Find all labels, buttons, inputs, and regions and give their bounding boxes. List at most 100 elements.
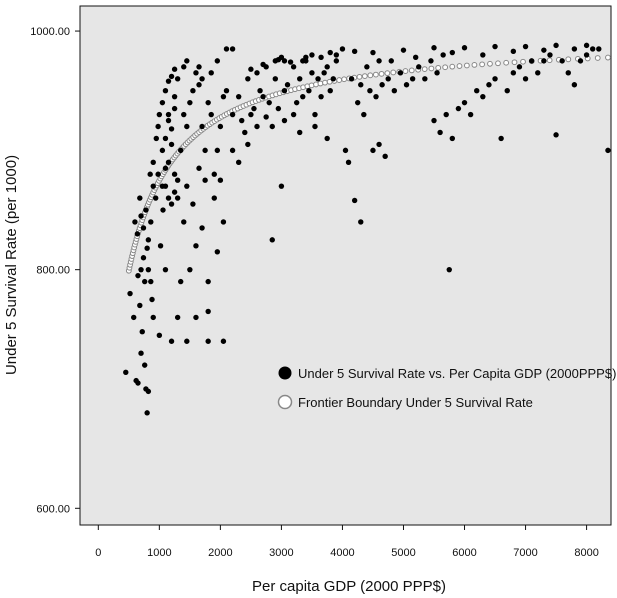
data-point-67 <box>187 266 193 273</box>
frontier-point-133 <box>546 57 553 64</box>
data-point-103 <box>281 88 288 94</box>
data-point-194 <box>541 47 547 53</box>
data-point-224 <box>159 183 166 189</box>
data-point-223 <box>171 105 178 112</box>
x-tick-label-5: 5000 <box>391 547 415 559</box>
data-point-20 <box>150 314 156 321</box>
data-point-227 <box>168 201 175 207</box>
data-point-29 <box>150 183 156 189</box>
data-point-215 <box>297 129 303 136</box>
data-point-176 <box>583 52 590 58</box>
x-tick-label-4: 4000 <box>330 547 354 559</box>
legend-label-frontier: Frontier Boundary Under 5 Survival Rate <box>298 395 533 410</box>
data-point-70 <box>159 147 166 154</box>
data-point-79 <box>214 58 221 64</box>
data-point-142 <box>397 70 404 76</box>
data-point-68 <box>193 243 199 249</box>
data-point-180 <box>339 46 346 52</box>
data-point-178 <box>596 46 602 52</box>
frontier-point-114 <box>402 68 409 74</box>
frontier-point-102 <box>336 77 343 83</box>
data-point-212 <box>251 105 257 112</box>
data-point-209 <box>376 58 382 64</box>
data-point-106 <box>293 99 300 106</box>
data-point-13 <box>138 266 144 273</box>
data-point-82 <box>193 314 199 321</box>
data-point-229 <box>174 177 181 183</box>
frontier-point-126 <box>487 60 493 67</box>
data-point-62 <box>214 249 221 255</box>
frontier-point-106 <box>356 73 363 80</box>
data-point-218 <box>342 147 349 154</box>
data-point-238 <box>168 73 175 80</box>
data-point-155 <box>455 105 462 112</box>
data-point-127 <box>300 58 306 64</box>
data-point-234 <box>156 111 163 118</box>
data-point-239 <box>171 66 178 72</box>
data-point-189 <box>388 58 394 64</box>
data-point-25 <box>140 225 147 231</box>
data-point-226 <box>165 195 172 201</box>
x-tick-label-8: 8000 <box>574 547 598 559</box>
plot-area <box>79 5 612 526</box>
data-point-141 <box>391 88 398 94</box>
data-point-98 <box>266 99 272 106</box>
data-point-74 <box>181 64 187 70</box>
legend-label-survival: Under 5 Survival Rate vs. Per Capita GDP… <box>298 366 616 381</box>
data-point-104 <box>284 82 291 88</box>
data-point-235 <box>159 99 166 106</box>
frontier-point-121 <box>449 63 456 70</box>
data-point-128 <box>269 237 275 243</box>
data-point-135 <box>355 99 361 106</box>
frontier-point-120 <box>442 64 449 71</box>
data-point-140 <box>385 76 391 82</box>
frontier-point-129 <box>511 59 518 66</box>
data-point-23 <box>137 195 143 201</box>
data-point-219 <box>358 82 364 88</box>
data-point-39 <box>174 195 181 201</box>
data-point-36 <box>165 159 172 165</box>
data-point-136 <box>361 111 367 118</box>
data-point-83 <box>181 219 187 225</box>
x-tick-label-7: 7000 <box>513 547 537 559</box>
data-point-188 <box>583 42 590 49</box>
data-point-158 <box>474 88 480 94</box>
data-point-57 <box>184 338 190 344</box>
data-point-40 <box>178 147 184 154</box>
data-point-58 <box>205 338 211 344</box>
frontier-point-119 <box>435 64 442 71</box>
frontier-point-115 <box>408 67 415 74</box>
x-axis-title: Per capita GDP (2000 PPP$) <box>252 578 446 595</box>
data-point-183 <box>431 45 437 51</box>
data-point-99 <box>269 123 275 130</box>
data-point-143 <box>403 82 410 88</box>
data-point-51 <box>211 171 217 177</box>
data-point-34 <box>160 207 166 213</box>
frontier-point-99 <box>322 79 328 86</box>
data-point-236 <box>162 88 169 94</box>
data-point-71 <box>165 111 172 118</box>
data-point-129 <box>345 159 352 165</box>
data-point-92 <box>242 129 248 136</box>
frontier-point-111 <box>384 70 391 77</box>
frontier-point-123 <box>463 62 470 69</box>
data-point-86 <box>196 165 202 171</box>
data-point-145 <box>416 64 422 70</box>
y-tick-label-2: 1000.00 <box>30 26 70 38</box>
data-point-230 <box>153 135 159 142</box>
data-point-173 <box>565 70 571 76</box>
data-point-114 <box>318 93 324 100</box>
frontier-point-118 <box>428 65 435 72</box>
frontier-point-127 <box>495 60 501 67</box>
data-point-65 <box>174 314 181 321</box>
data-point-110 <box>306 88 312 94</box>
frontier-point-138 <box>594 55 601 61</box>
data-point-7 <box>141 362 148 368</box>
data-point-24 <box>138 213 144 219</box>
data-point-12 <box>137 302 143 309</box>
data-point-46 <box>196 82 202 88</box>
data-point-181 <box>370 49 376 56</box>
data-point-133 <box>376 141 382 148</box>
data-point-168 <box>535 70 541 76</box>
